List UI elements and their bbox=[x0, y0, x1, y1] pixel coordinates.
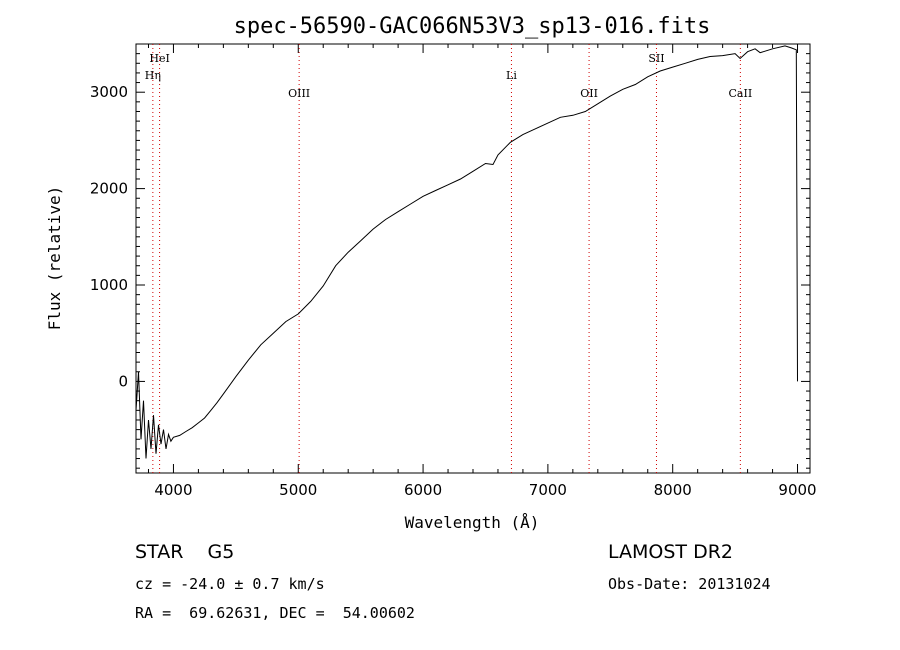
spectrum-line bbox=[135, 45, 798, 459]
x-tick-label: 8000 bbox=[654, 481, 692, 499]
x-tick-label: 4000 bbox=[154, 481, 192, 499]
survey-name: LAMOST DR2 bbox=[608, 541, 733, 563]
y-tick-label: 0 bbox=[118, 372, 128, 390]
object-class: STAR G5 bbox=[135, 541, 235, 563]
x-tick-label: 7000 bbox=[529, 481, 567, 499]
y-axis: 0 1000 2000 3000 bbox=[90, 43, 810, 469]
line-label: Li bbox=[506, 69, 517, 82]
x-axis-label: Wavelength (Å) bbox=[405, 513, 540, 532]
ra-dec: RA = 69.62631, DEC = 54.00602 bbox=[135, 604, 415, 622]
x-tick-label: 6000 bbox=[404, 481, 442, 499]
y-axis-label: Flux (relative) bbox=[45, 186, 64, 331]
plot-border bbox=[135, 43, 811, 474]
plot-frame bbox=[135, 43, 811, 474]
x-axis: 4000 5000 6000 7000 8000 9000 bbox=[147, 44, 817, 499]
cz-value: cz = -24.0 ± 0.7 km/s bbox=[135, 575, 325, 593]
y-tick-label: 1000 bbox=[90, 276, 128, 294]
line-label: CaII bbox=[729, 87, 753, 100]
line-label: Hη bbox=[145, 69, 161, 82]
x-tick-label: 5000 bbox=[279, 481, 317, 499]
emission-line-markers: HeI Hη OIII Li OII SII CaII bbox=[145, 44, 752, 473]
line-label: OIII bbox=[288, 87, 310, 100]
x-tick-label: 9000 bbox=[778, 481, 816, 499]
y-tick-label: 2000 bbox=[90, 180, 128, 198]
line-label: OII bbox=[580, 87, 598, 100]
chart-title: spec-56590-GAC066N53V3_sp13-016.fits bbox=[234, 14, 711, 39]
y-tick-label: 3000 bbox=[90, 83, 128, 101]
line-label: HeI bbox=[149, 52, 169, 65]
line-label: SII bbox=[648, 52, 664, 65]
obs-date: Obs-Date: 20131024 bbox=[608, 575, 771, 593]
